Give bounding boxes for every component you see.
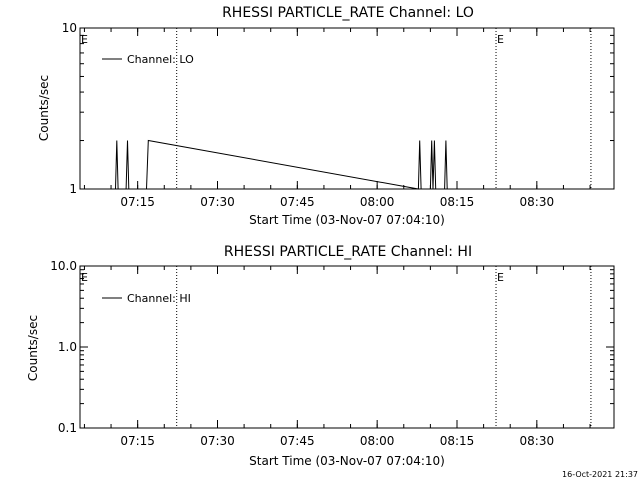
x-tick-label: 08:30 [520,195,555,209]
plot-frame [79,27,615,190]
x-tick-label: 07:15 [120,434,155,448]
series-layer [113,139,448,190]
y-axis-label: Counts/sec [26,315,40,381]
event-marker-label: E [81,271,88,284]
y-tick-label: 10.0 [50,259,77,273]
legend-label: Channel: HI [127,292,191,305]
x-tick-label: 08:00 [360,434,395,448]
x-tick-label: 07:45 [280,195,315,209]
chart-title: RHESSI PARTICLE_RATE Channel: HI [224,244,472,260]
series-line [113,139,448,190]
y-axis: 1 10 [62,21,614,196]
x-tick-label: 08:15 [440,434,475,448]
x-axis-label: Start Time (03-Nov-07 07:04:10) [249,454,445,468]
timestamp: 16-Oct-2021 21:37 [562,470,638,479]
x-tick-label: 07:30 [200,195,235,209]
y-tick-label: 0.1 [58,421,77,435]
x-tick-label: 08:30 [520,434,555,448]
y-tick-label: 10 [62,21,77,35]
x-tick-label: 07:30 [200,434,235,448]
x-tick-label: 07:45 [280,434,315,448]
x-axis-label: Start Time (03-Nov-07 07:04:10) [249,213,445,227]
x-axis: 07:15 07:30 07:45 08:00 08:15 08:30 [83,266,591,448]
chart-title: RHESSI PARTICLE_RATE Channel: LO [222,5,474,21]
x-axis: 07:15 07:30 07:45 08:00 08:15 08:30 [83,28,591,209]
y-axis: 0.1 1.0 10.0 [50,259,614,435]
y-axis-label: Counts/sec [37,75,51,141]
y-tick-label: 1 [69,182,77,196]
event-marker-label: E [497,33,504,46]
legend: Channel: HI [102,292,191,305]
legend: Channel: LO [102,53,194,66]
event-marker-label: E [497,271,504,284]
x-tick-label: 08:00 [360,195,395,209]
x-tick-label: 08:15 [440,195,475,209]
x-tick-label: 07:15 [120,195,155,209]
event-marker-label: E [81,33,88,46]
legend-label: Channel: LO [127,53,194,66]
y-tick-label: 1.0 [58,340,77,354]
